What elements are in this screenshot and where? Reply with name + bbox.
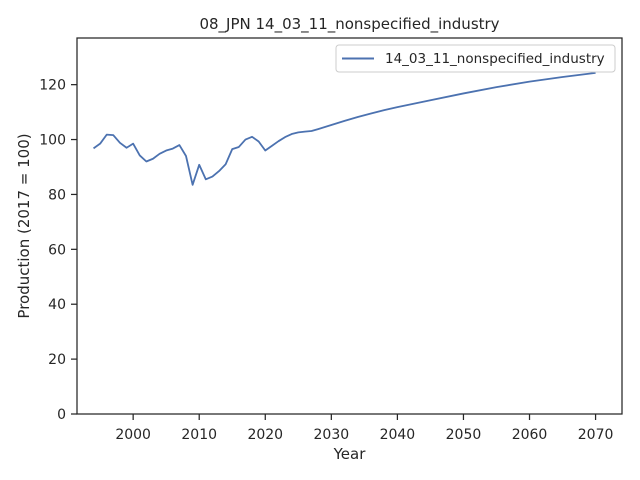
x-axis-title: Year — [333, 445, 367, 463]
y-tick-label: 0 — [57, 407, 66, 423]
y-tick-label: 60 — [48, 242, 66, 258]
x-tick-label: 2030 — [314, 427, 350, 443]
series-layer — [93, 71, 596, 186]
series-line-0 — [93, 71, 596, 186]
plot-frame — [76, 37, 623, 415]
y-axis-title: Production (2017 = 100) — [15, 133, 33, 318]
x-tick-label: 2000 — [115, 427, 151, 443]
y-tick-label: 40 — [48, 297, 66, 313]
legend-label: 14_03_11_nonspecified_industry — [385, 51, 605, 67]
x-tick-label: 2010 — [181, 427, 217, 443]
axis-ticks: 2000 2010 2020 2030 2040 2050 2060 207002040608… — [39, 78, 613, 443]
y-tick-label: 100 — [39, 133, 66, 149]
x-tick-label: 2060 — [512, 427, 548, 443]
legend: 14_03_11_nonspecified_industry — [335, 44, 616, 73]
x-tick-label: 2070 — [578, 427, 614, 443]
x-tick-label: 2040 — [380, 427, 416, 443]
y-tick-label: 80 — [48, 187, 66, 203]
y-tick-label: 120 — [39, 78, 66, 94]
chart-title: 08_JPN 14_03_11_nonspecified_industry — [199, 15, 499, 34]
legend-box — [335, 44, 616, 73]
x-tick-label: 2050 — [446, 427, 482, 443]
x-tick-label: 2020 — [247, 427, 283, 443]
plot-background — [77, 38, 622, 414]
y-tick-label: 20 — [48, 352, 66, 368]
